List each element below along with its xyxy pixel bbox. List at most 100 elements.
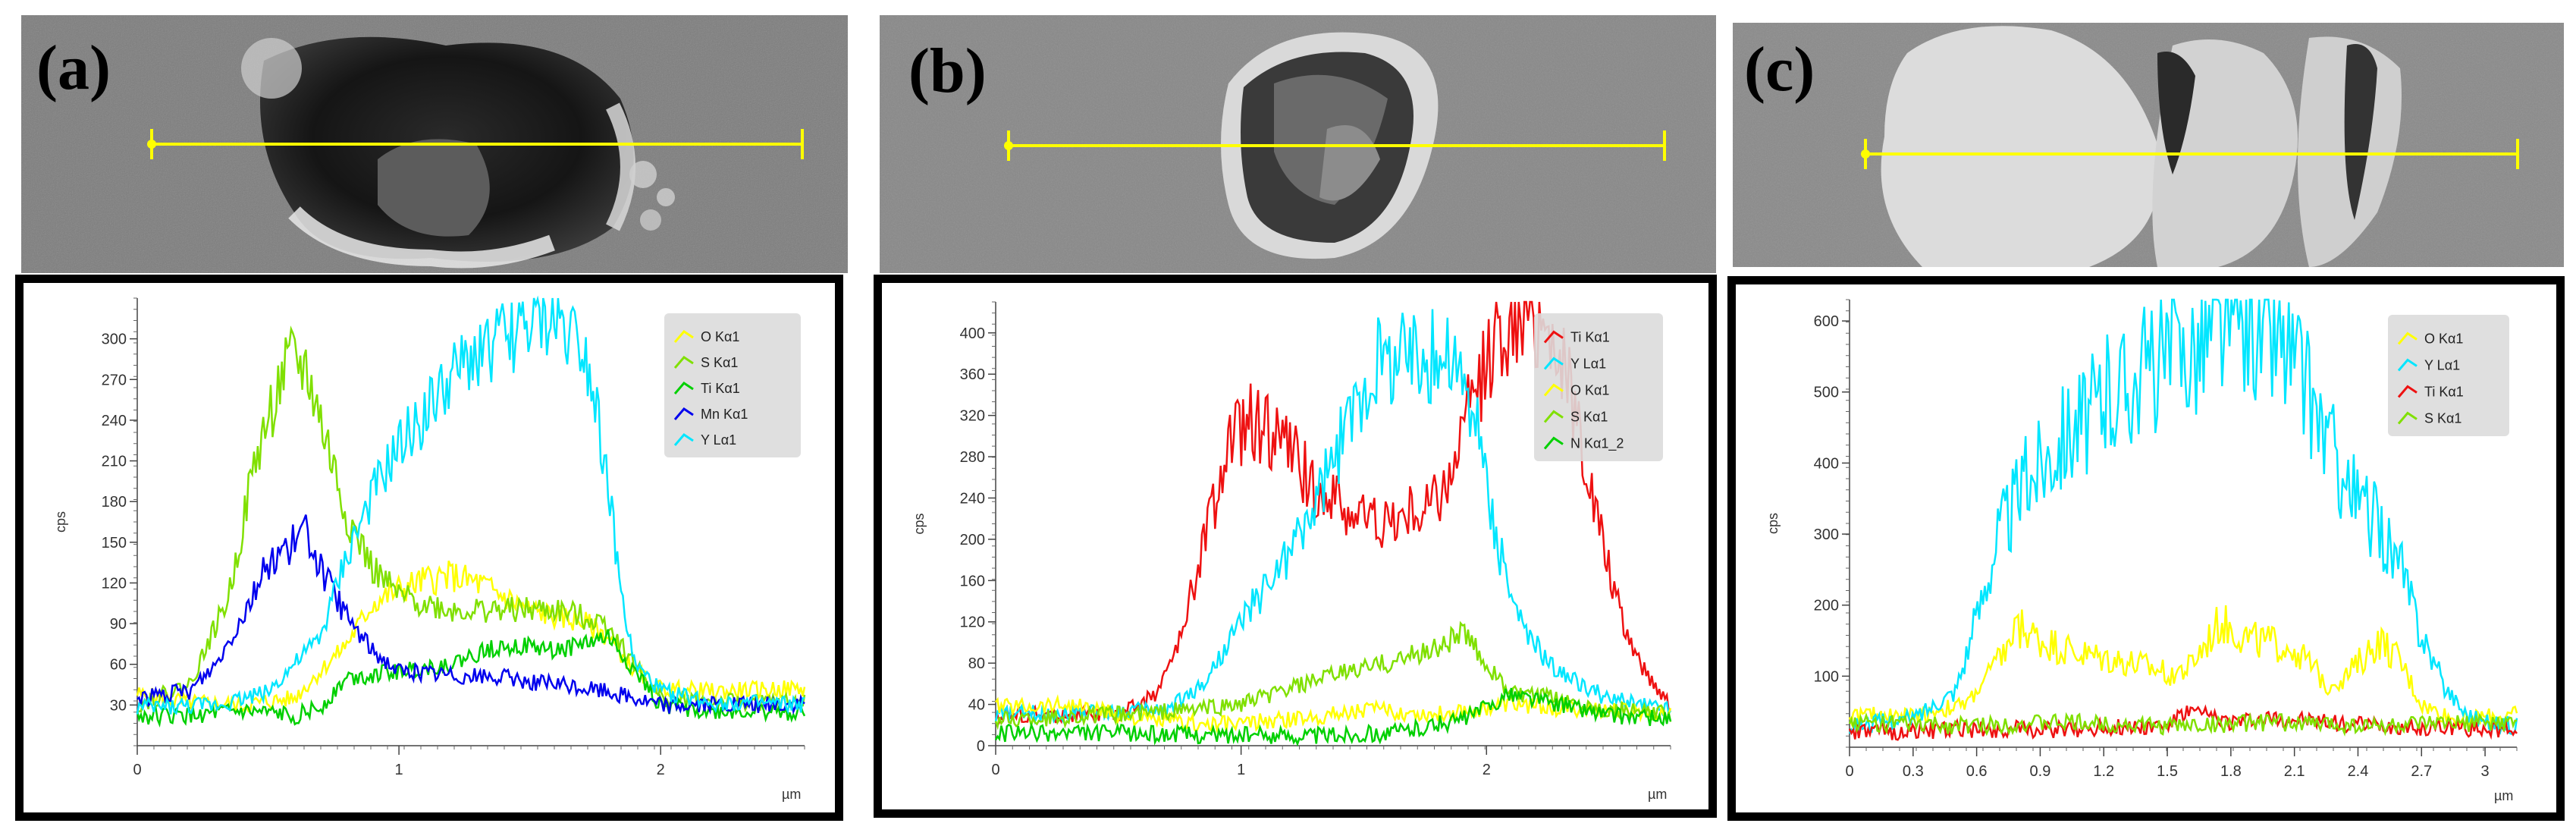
legend-swatch bbox=[1543, 410, 1564, 423]
x-tick-label: 0 bbox=[1845, 763, 1853, 780]
series-line-y-l-1 bbox=[136, 295, 805, 715]
y-tick-label: 120 bbox=[960, 614, 985, 631]
y-tick-label: 120 bbox=[102, 575, 127, 592]
x-axis-label: µm bbox=[782, 787, 801, 802]
y-tick-label: 360 bbox=[960, 366, 985, 383]
legend-swatch bbox=[673, 382, 694, 394]
series-line-mn-k-1 bbox=[136, 514, 805, 715]
series-line-y-l-1 bbox=[1848, 298, 2518, 735]
x-tick-label: 2.4 bbox=[2348, 763, 2369, 780]
x-tick-label: 2.1 bbox=[2284, 763, 2305, 780]
y-tick-label: 180 bbox=[102, 494, 127, 511]
y-tick-label: 200 bbox=[1814, 598, 1839, 614]
x-tick-label: 0.3 bbox=[1903, 763, 1924, 780]
legend-box bbox=[1534, 313, 1663, 461]
x-tick-label: 1 bbox=[1237, 762, 1245, 778]
x-tick-label: 1.2 bbox=[2093, 763, 2114, 780]
legend-label: Mn Kα1 bbox=[701, 407, 748, 422]
legend-swatch bbox=[2397, 411, 2418, 425]
y-tick-label: 600 bbox=[1814, 313, 1839, 330]
plot-a: 30 60 90 120 150 180 210 240 270 300 0 1 2 cps µm O Kα1… bbox=[15, 275, 843, 821]
series-line-o-k-1 bbox=[994, 694, 1672, 734]
legend-label: Y Lα1 bbox=[701, 432, 736, 448]
x-tick-label: 1.8 bbox=[2220, 763, 2242, 780]
series-line-o-k-1 bbox=[136, 560, 806, 713]
panel-label-b: (b) bbox=[908, 36, 987, 106]
y-axis-label: cps bbox=[53, 511, 68, 533]
y-tick-label: 160 bbox=[960, 573, 985, 589]
scan-line-a bbox=[147, 129, 804, 159]
x-tick-label: 1.5 bbox=[2157, 763, 2178, 780]
legend-swatch bbox=[1543, 357, 1564, 370]
y-tick-label: 300 bbox=[1814, 526, 1839, 543]
legend-swatch bbox=[673, 330, 694, 343]
y-tick-label: 500 bbox=[1814, 385, 1839, 401]
y-tick-label: 400 bbox=[960, 325, 985, 342]
x-tick-label: 2 bbox=[1483, 762, 1491, 778]
panel-label-c: (c) bbox=[1744, 34, 1815, 105]
y-tick-label: 320 bbox=[960, 408, 985, 425]
legend-swatch bbox=[673, 407, 694, 420]
y-tick-label: 280 bbox=[960, 449, 985, 466]
legend-label: N Kα1_2 bbox=[1570, 436, 1624, 452]
plot-b: 0 40 80 120 160 200 240 280 320 360 400 0 1 2 cps µm Ti … bbox=[874, 275, 1717, 818]
x-axis-label: µm bbox=[2494, 788, 2513, 803]
y-axis-label: cps bbox=[1765, 513, 1781, 534]
scan-line-c bbox=[1861, 139, 2519, 169]
y-tick-label: 240 bbox=[102, 413, 127, 429]
legend-label: S Kα1 bbox=[1570, 410, 1608, 425]
legend-swatch bbox=[2397, 332, 2418, 345]
x-tick-label: 1 bbox=[395, 762, 403, 778]
y-tick-label: 40 bbox=[968, 697, 985, 714]
legend-label: O Kα1 bbox=[1570, 383, 1609, 398]
y-tick-label: 210 bbox=[102, 454, 127, 470]
x-tick-label: 0.6 bbox=[1966, 763, 1988, 780]
series-line-s-k-1 bbox=[1848, 712, 2518, 737]
legend: Ti Kα1 Y Lα1 O Kα1 S Kα1 N Kα1_2 bbox=[1534, 313, 1663, 461]
y-tick-label: 270 bbox=[102, 372, 127, 388]
legend-label: O Kα1 bbox=[701, 329, 739, 344]
legend-label: Ti Kα1 bbox=[1570, 330, 1610, 345]
x-tick-label: 2 bbox=[657, 762, 665, 778]
legend-label: Ti Kα1 bbox=[701, 381, 740, 396]
legend-swatch bbox=[1543, 330, 1564, 344]
y-tick-label: 80 bbox=[968, 655, 985, 672]
legend-swatch bbox=[2397, 358, 2418, 372]
scan-line-b bbox=[1004, 130, 1666, 161]
legend-label: S Kα1 bbox=[2424, 411, 2461, 426]
x-tick-label: 0 bbox=[991, 762, 999, 778]
sem-image-b bbox=[880, 15, 1716, 273]
series-line-n-k-1-2 bbox=[994, 687, 1672, 747]
legend-swatch bbox=[673, 356, 694, 369]
legend-label: Y Lα1 bbox=[1570, 357, 1606, 372]
x-axis-label: µm bbox=[1648, 787, 1667, 802]
y-tick-label: 30 bbox=[110, 697, 127, 714]
sem-image-a bbox=[21, 15, 848, 273]
y-tick-label: 150 bbox=[102, 535, 127, 551]
y-tick-label: 200 bbox=[960, 532, 985, 548]
legend-box bbox=[2388, 315, 2509, 436]
y-tick-label: 300 bbox=[102, 332, 127, 348]
series-line-ti-k-1 bbox=[136, 629, 806, 728]
legend-box bbox=[664, 313, 801, 457]
legend-swatch bbox=[673, 433, 694, 446]
series-line-o-k-1 bbox=[1848, 605, 2518, 730]
legend-label: Y Lα1 bbox=[2424, 358, 2460, 373]
x-tick-label: 2.7 bbox=[2411, 763, 2432, 780]
legend: O Kα1 S Kα1 Ti Kα1 Mn Kα1 Y Lα1 bbox=[664, 313, 801, 457]
x-tick-label: 3 bbox=[2481, 763, 2490, 780]
plot-c: 100 200 300 400 500 600 0 0.3 0.6 0.9 1.2 1.5 1.8 2.1… bbox=[1727, 276, 2565, 821]
y-tick-label: 60 bbox=[110, 657, 127, 674]
legend-label: Ti Kα1 bbox=[2424, 385, 2464, 400]
legend-label: O Kα1 bbox=[2424, 332, 2463, 347]
y-tick-label: 0 bbox=[977, 738, 985, 755]
legend-label: S Kα1 bbox=[701, 355, 738, 370]
y-tick-label: 240 bbox=[960, 490, 985, 507]
y-tick-label: 400 bbox=[1814, 455, 1839, 472]
y-axis-label: cps bbox=[911, 513, 927, 534]
legend-swatch bbox=[1543, 436, 1564, 450]
y-tick-label: 90 bbox=[110, 616, 127, 633]
legend-swatch bbox=[1543, 383, 1564, 397]
legend: O Kα1 Y Lα1 Ti Kα1 S Kα1 bbox=[2388, 315, 2509, 436]
legend-swatch bbox=[2397, 385, 2418, 398]
